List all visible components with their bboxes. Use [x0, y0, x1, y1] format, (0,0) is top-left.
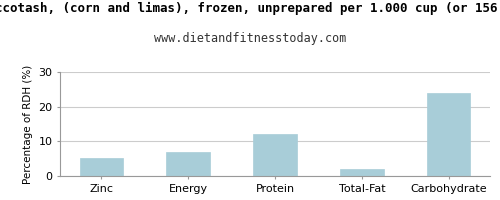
- Text: www.dietandfitnesstoday.com: www.dietandfitnesstoday.com: [154, 32, 346, 45]
- Bar: [427, 93, 470, 176]
- Y-axis label: Percentage of RDH (%): Percentage of RDH (%): [22, 64, 32, 184]
- Bar: [254, 134, 296, 176]
- Bar: [340, 169, 384, 176]
- Bar: [80, 158, 123, 176]
- Text: succotash, (corn and limas), frozen, unprepared per 1.000 cup (or 156.00: succotash, (corn and limas), frozen, unp…: [0, 2, 500, 15]
- Bar: [166, 152, 210, 176]
